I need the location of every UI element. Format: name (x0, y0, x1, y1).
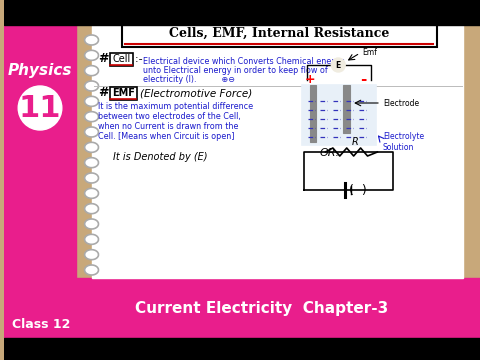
Bar (4, 338, 480, 360)
Ellipse shape (84, 81, 98, 91)
Bar (4, 25, 76, 278)
Ellipse shape (84, 188, 98, 198)
Bar (4, 0, 480, 25)
Text: E: E (336, 60, 341, 69)
Text: when no Current is drawn from the: when no Current is drawn from the (98, 122, 239, 131)
Text: #: # (98, 51, 109, 64)
Ellipse shape (84, 66, 98, 76)
Ellipse shape (84, 204, 98, 214)
Text: OR.: OR. (320, 148, 339, 158)
Bar (301, 85, 376, 145)
Bar (4, 278, 480, 338)
Text: Cell. [Means when Circuit is open]: Cell. [Means when Circuit is open] (98, 131, 235, 140)
Ellipse shape (84, 142, 98, 152)
FancyBboxPatch shape (110, 86, 137, 99)
Text: It is the maximum potential difference: It is the maximum potential difference (98, 102, 253, 111)
Text: Electrical device which Converts Chemical energy: Electrical device which Converts Chemica… (143, 57, 345, 66)
Text: Cells, EMF, Internal Resistance: Cells, EMF, Internal Resistance (168, 27, 389, 40)
Ellipse shape (84, 158, 98, 168)
Text: Electrolyte
Solution: Electrolyte Solution (383, 132, 424, 152)
Circle shape (331, 58, 345, 72)
Text: electricity (I).          ⊕⊖: electricity (I). ⊕⊖ (143, 75, 235, 84)
Ellipse shape (84, 35, 98, 45)
Text: Emf: Emf (362, 48, 377, 57)
Text: between two electrodes of the Cell,: between two electrodes of the Cell, (98, 112, 241, 121)
Circle shape (18, 86, 62, 130)
Ellipse shape (84, 234, 98, 244)
Text: Class 12: Class 12 (12, 319, 70, 332)
Text: Physics: Physics (8, 63, 72, 77)
Ellipse shape (84, 127, 98, 137)
Text: R: R (352, 137, 359, 147)
Text: :-: :- (135, 54, 146, 64)
Text: (Electromotive Force): (Electromotive Force) (140, 88, 252, 98)
Text: 11: 11 (19, 94, 61, 122)
Text: Current Electricity  Chapter-3: Current Electricity Chapter-3 (135, 301, 389, 315)
Ellipse shape (84, 50, 98, 60)
Text: +: + (304, 72, 315, 86)
Text: (  ): ( ) (349, 184, 367, 197)
Bar (310, 85, 316, 142)
Text: It is Denoted by (E): It is Denoted by (E) (113, 152, 208, 162)
Text: unto Electrical energy in order to keep flow of: unto Electrical energy in order to keep … (143, 66, 328, 75)
Bar (92, 25, 463, 278)
FancyBboxPatch shape (122, 22, 437, 46)
Bar (343, 85, 350, 133)
Ellipse shape (84, 96, 98, 106)
Ellipse shape (84, 112, 98, 122)
Text: EMF: EMF (112, 88, 135, 98)
Ellipse shape (84, 250, 98, 260)
Text: Cell: Cell (112, 54, 131, 64)
Ellipse shape (84, 173, 98, 183)
FancyBboxPatch shape (110, 53, 132, 66)
Ellipse shape (84, 219, 98, 229)
Text: #: # (98, 86, 109, 99)
Ellipse shape (84, 265, 98, 275)
Text: -: - (360, 72, 366, 86)
Text: Electrode: Electrode (383, 99, 419, 108)
